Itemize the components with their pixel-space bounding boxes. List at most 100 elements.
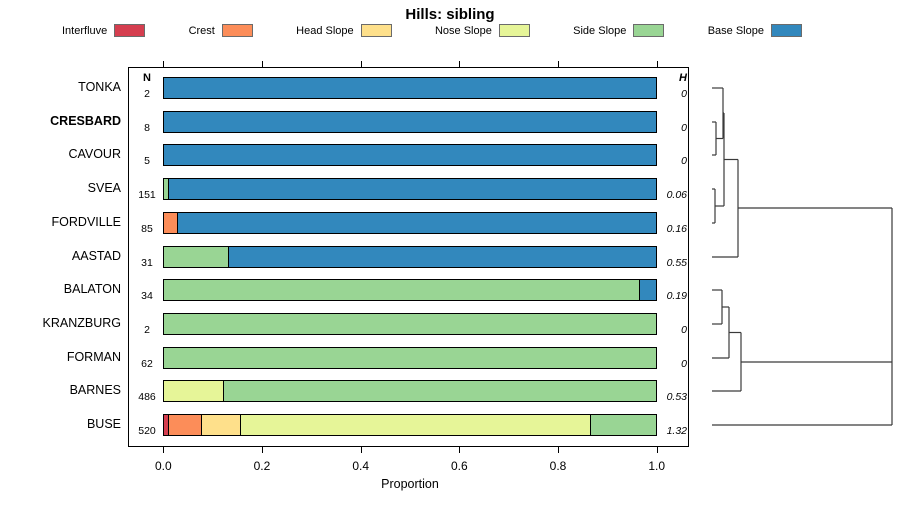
row-label: TONKA — [78, 80, 121, 94]
row-label: CRESBARD — [50, 113, 121, 128]
row-h-value: 0 — [681, 357, 687, 370]
stacked-bar — [163, 77, 657, 99]
axis-tick-bottom — [163, 447, 165, 453]
bar-segment — [164, 381, 223, 402]
row-label: BUSE — [86, 417, 121, 431]
axis-tick-top — [558, 61, 560, 67]
axis-tick-label: 0.4 — [352, 459, 369, 473]
row-label: BALATON — [63, 282, 121, 297]
axis-tick-bottom — [261, 447, 263, 453]
n-column-header: N — [143, 72, 151, 84]
row-n-value: 5 — [144, 155, 150, 168]
row-h-value: 0.16 — [666, 222, 687, 235]
x-axis-label: Proportion — [381, 477, 439, 491]
bar-segment — [164, 246, 229, 267]
axis-tick-label: 0.2 — [253, 459, 271, 473]
legend-swatch — [770, 24, 802, 37]
legend-item-label: Interfluve — [62, 24, 108, 37]
legend-item: Crest — [189, 24, 253, 37]
axis-tick-bottom — [558, 447, 560, 453]
bar-segment — [222, 381, 656, 402]
row-h-value: 1.32 — [666, 425, 687, 437]
row-h-value: 0 — [681, 323, 687, 336]
bar-segment — [164, 145, 656, 166]
bar-segment — [639, 280, 656, 301]
axis-tick-bottom — [459, 447, 461, 453]
row-h-value: 0 — [681, 155, 687, 168]
row-label: KRANZBURG — [42, 315, 121, 330]
row-h-value: 0.06 — [666, 189, 687, 202]
stacked-bar — [163, 110, 657, 133]
stacked-bar — [163, 211, 657, 234]
axis-tick-label: 0.6 — [450, 459, 468, 473]
bar-segment — [239, 415, 590, 435]
bar-segment — [164, 415, 169, 435]
legend-swatch — [221, 24, 253, 37]
bar-segment — [164, 280, 640, 301]
axis-tick-label: 0.8 — [549, 459, 567, 473]
legend-swatch — [498, 24, 530, 37]
legend-swatch — [360, 24, 392, 37]
bar-segment — [164, 78, 656, 98]
row-n-value: 85 — [141, 222, 153, 235]
legend-item-label: Side Slope — [573, 24, 627, 37]
row-n-value: 486 — [138, 391, 156, 404]
row-label: AASTAD — [71, 248, 121, 263]
bar-segment — [164, 111, 656, 132]
bar-segment — [164, 347, 656, 368]
row-label: FORDVILLE — [51, 214, 121, 229]
stacked-bar — [163, 312, 657, 335]
bar-segment — [200, 415, 240, 435]
legend-item: Nose Slope — [435, 24, 530, 37]
row-n-value: 2 — [144, 323, 150, 336]
legend-swatch — [633, 24, 665, 37]
row-label: FORMAN — [66, 349, 121, 364]
legend-item: Interfluve — [62, 24, 146, 37]
row-n-value: 31 — [141, 256, 153, 269]
axis-tick-label: 1.0 — [648, 459, 666, 473]
legend-item: Side Slope — [573, 24, 665, 37]
stacked-bar — [163, 414, 657, 436]
bar-segment — [589, 415, 656, 435]
stacked-bar — [163, 380, 657, 403]
row-n-value: 2 — [144, 88, 150, 100]
legend: Interfluve Crest Head Slope Nose Slope Side … — [62, 24, 802, 37]
bar-segment — [164, 212, 178, 233]
legend-item: Base Slope — [708, 24, 802, 37]
bar-segment — [164, 313, 656, 334]
axis-tick-label: 0.0 — [154, 459, 172, 473]
axis-tick-top — [656, 61, 658, 67]
bar-segment — [177, 212, 656, 233]
axis-tick-top — [261, 61, 263, 67]
bar-segment — [168, 179, 656, 200]
legend-item-label: Head Slope — [296, 24, 354, 37]
legend-item: Head Slope — [296, 24, 392, 37]
legend-item-label: Base Slope — [707, 24, 764, 37]
axis-tick-top — [360, 61, 362, 67]
bar-segment — [168, 415, 201, 435]
row-n-value: 8 — [144, 121, 150, 134]
axis-tick-bottom — [656, 447, 658, 453]
row-label: SVEA — [87, 181, 121, 196]
axis-tick-top — [163, 61, 165, 67]
legend-swatch — [114, 24, 146, 37]
row-h-value: 0.19 — [666, 290, 687, 303]
row-n-value: 520 — [138, 425, 156, 437]
stacked-bar — [163, 144, 657, 167]
row-n-value: 151 — [138, 189, 156, 202]
axis-tick-bottom — [360, 447, 362, 453]
axis-tick-top — [459, 61, 461, 67]
row-h-value: 0 — [681, 121, 687, 134]
stacked-bar — [163, 178, 657, 201]
h-column-header: H — [679, 72, 687, 84]
row-label: BARNES — [69, 383, 121, 398]
row-h-value: 0.55 — [666, 256, 687, 269]
legend-item-label: Nose Slope — [434, 24, 492, 37]
chart-title: Hills: sibling — [405, 6, 495, 23]
stacked-bar — [163, 279, 657, 302]
bar-segment — [228, 246, 656, 267]
stacked-bar — [163, 245, 657, 268]
bar-segment — [164, 179, 169, 200]
